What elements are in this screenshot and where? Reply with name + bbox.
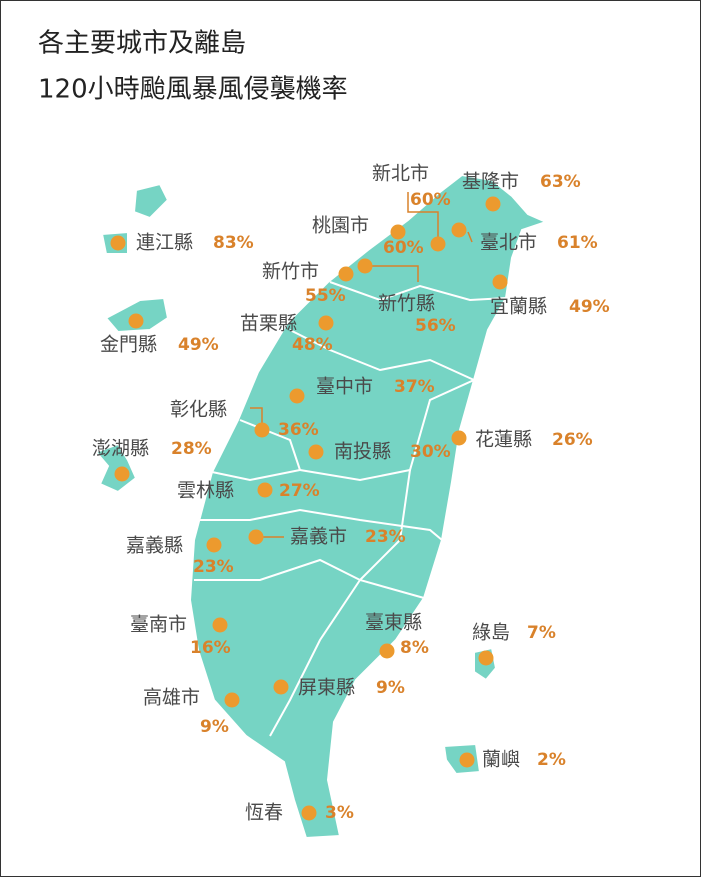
border <box>359 469 411 581</box>
region-name: 蘭嶼 <box>482 749 520 771</box>
region-probability: 48% <box>292 335 333 355</box>
region-dot <box>273 679 289 695</box>
title-line1: 各主要城市及離島 <box>38 29 246 59</box>
region-name: 雲林縣 <box>177 480 234 502</box>
region-probability: 3% <box>325 803 354 823</box>
land <box>94 173 549 840</box>
region-probability: 16% <box>190 638 231 658</box>
region-name: 高雄市 <box>143 687 200 709</box>
leader-line <box>407 192 439 244</box>
region-name: 桃園市 <box>312 215 369 237</box>
region-dot <box>257 482 273 498</box>
region-probability: 60% <box>383 238 424 258</box>
region-name: 新竹市 <box>262 261 319 283</box>
region-probability: 8% <box>400 638 429 658</box>
region-probability: 55% <box>305 286 346 306</box>
taiwan-main <box>188 173 549 840</box>
region-dot <box>459 752 475 768</box>
region-name: 新北市 <box>372 163 429 185</box>
county-borders <box>194 281 507 737</box>
region-dot <box>478 650 494 666</box>
region-name: 連江縣 <box>136 232 193 254</box>
region-probability: 23% <box>365 527 406 547</box>
region-dot <box>289 388 305 404</box>
region-name: 彰化縣 <box>170 399 227 421</box>
region-name: 臺中市 <box>316 376 373 398</box>
region-probability: 61% <box>557 233 598 253</box>
region-name: 花蓮縣 <box>475 429 532 451</box>
region-dot <box>451 222 467 238</box>
region-dot <box>451 430 467 446</box>
region-name: 基隆市 <box>462 171 519 193</box>
region-name: 嘉義市 <box>290 526 347 548</box>
region-name: 嘉義縣 <box>126 535 183 557</box>
region-probability: 63% <box>540 172 581 192</box>
region-name: 臺北市 <box>480 232 537 254</box>
region-probability: 28% <box>171 439 212 459</box>
region-probability: 27% <box>279 481 320 501</box>
region-probability: 9% <box>200 717 229 737</box>
region-dot <box>224 692 240 708</box>
region-probability: 26% <box>552 430 593 450</box>
region-name: 屏東縣 <box>298 677 355 699</box>
region-name: 南投縣 <box>334 441 391 463</box>
region-name: 宜蘭縣 <box>490 296 547 318</box>
region-probability: 56% <box>415 316 456 336</box>
border <box>198 508 443 541</box>
leader-line <box>365 265 419 282</box>
region-probability: 83% <box>213 233 254 253</box>
region-name: 臺南市 <box>130 614 187 636</box>
region-dot <box>430 236 446 252</box>
region-name: 澎湖縣 <box>92 438 149 460</box>
region-probability: 23% <box>193 557 234 577</box>
region-dot <box>308 444 324 460</box>
region-probability: 60% <box>410 190 451 210</box>
region-probability: 49% <box>178 335 219 355</box>
region-dot <box>379 643 395 659</box>
region-probability: 30% <box>410 442 451 462</box>
region-probability: 49% <box>569 297 610 317</box>
region-dot <box>206 537 222 553</box>
region-dot <box>114 466 130 482</box>
region-probability: 7% <box>527 623 556 643</box>
region-probability: 2% <box>537 750 566 770</box>
region-probability: 37% <box>394 377 435 397</box>
region-dot <box>485 196 501 212</box>
region-probability: 36% <box>278 420 319 440</box>
region-probability: 9% <box>376 678 405 698</box>
leader-line <box>467 231 473 243</box>
region-dot <box>212 617 228 633</box>
region-dot <box>357 258 373 274</box>
region-name: 金門縣 <box>100 334 157 356</box>
border <box>269 579 361 737</box>
region-name: 綠島 <box>472 622 510 644</box>
region-name: 恆春 <box>245 802 283 824</box>
region-dot <box>492 274 508 290</box>
title-line2: 120小時颱風暴風侵襲機率 <box>38 75 348 105</box>
region-dot <box>390 224 406 240</box>
region-dot <box>248 529 264 545</box>
border <box>194 558 425 599</box>
region-dot <box>318 315 334 331</box>
region-dot <box>254 422 270 438</box>
region-dot <box>301 805 317 821</box>
region-name: 臺東縣 <box>365 612 422 634</box>
region-name: 新竹縣 <box>378 293 435 315</box>
region-name: 苗栗縣 <box>240 313 297 335</box>
region-dot <box>128 313 144 329</box>
region-dot <box>338 266 354 282</box>
matsu-north <box>132 182 170 220</box>
region-dot <box>110 235 126 251</box>
border <box>329 281 507 302</box>
border <box>289 329 475 381</box>
